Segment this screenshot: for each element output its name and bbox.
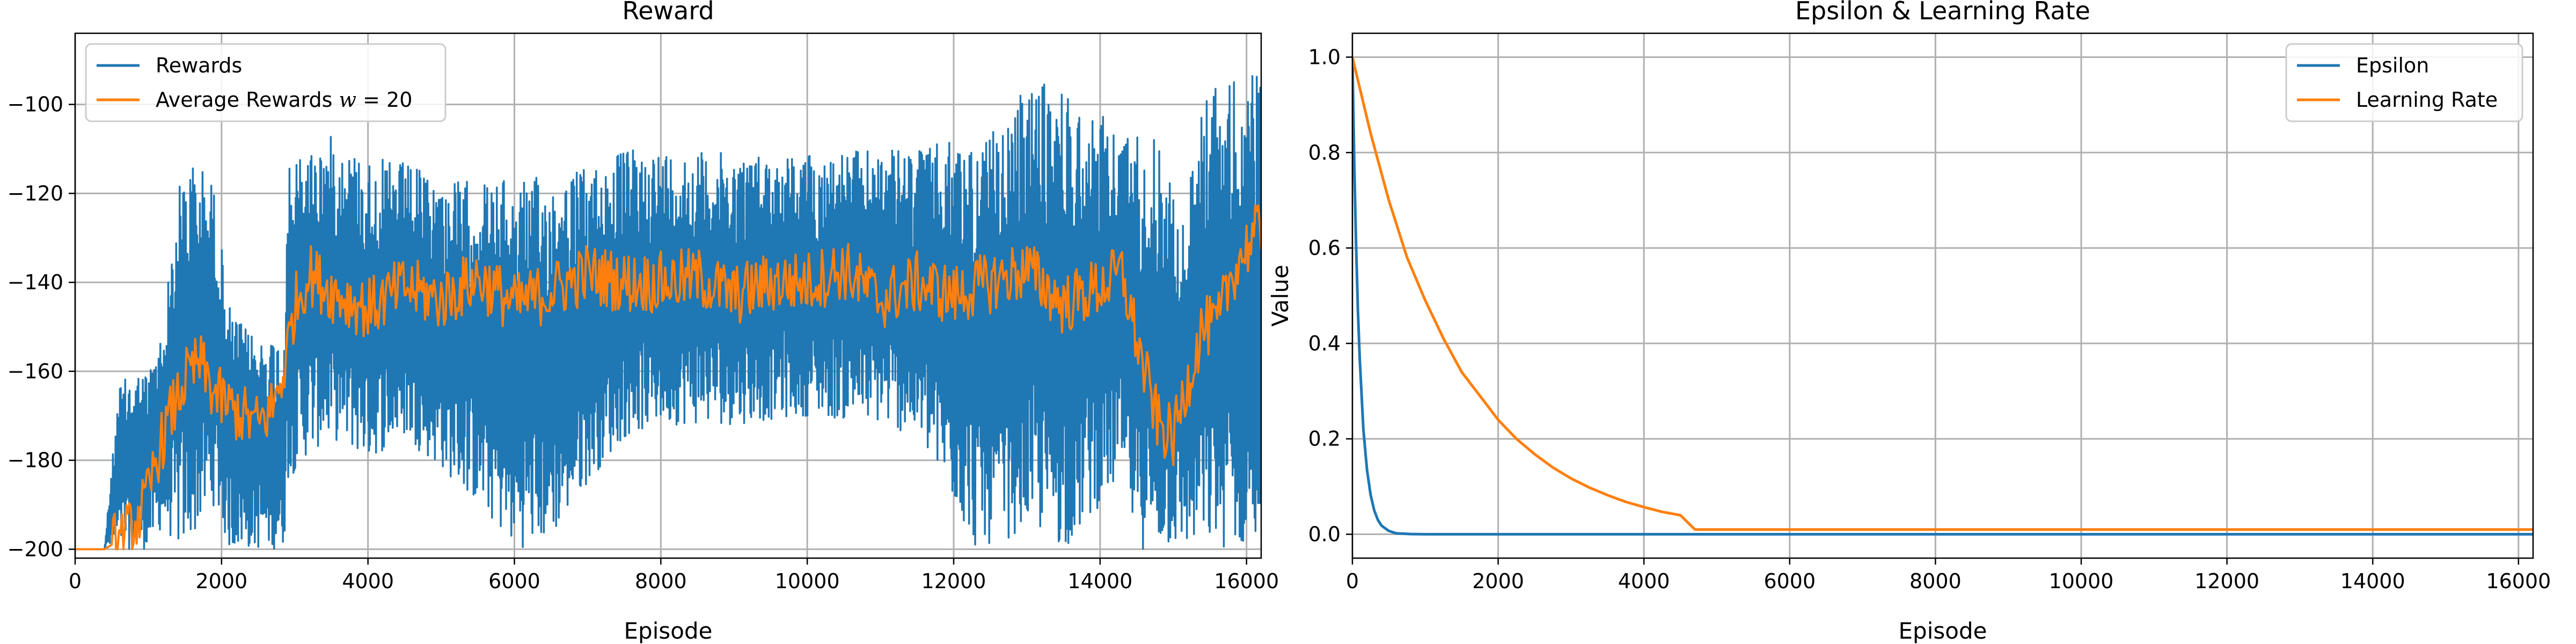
y-tick-label: −100 — [8, 93, 63, 116]
y-tick-label: 0.4 — [1308, 332, 1341, 355]
x-tick-label: 6000 — [1763, 569, 1816, 593]
x-tick-label: 16000 — [2486, 569, 2551, 593]
x-tick-label: 2000 — [195, 569, 247, 593]
y-tick-label: 1.0 — [1308, 45, 1341, 69]
x-tick-label: 16000 — [1214, 569, 1279, 593]
legend: Epsilon Learning Rate — [2285, 43, 2523, 122]
y-tick-label: −140 — [8, 270, 63, 294]
x-tick-label: 14000 — [2340, 569, 2405, 593]
y-tick-label: 0.8 — [1308, 141, 1341, 164]
x-axis-label: Episode — [1899, 618, 1987, 644]
x-tick-label: 8000 — [635, 569, 687, 593]
series-line-2 — [75, 204, 1261, 551]
chart-1: 0 2000 4000 6000 8000 10000 12000 14000 16000 −20… — [8, 0, 1279, 644]
x-tick-label: 8000 — [1909, 569, 1962, 593]
axes-frame — [74, 32, 1262, 559]
legend-label: Learning Rate — [2356, 88, 2498, 112]
y-tick-label: 0.2 — [1308, 427, 1341, 451]
y-tick-label: 0.0 — [1308, 523, 1341, 546]
x-tick-label: 0 — [69, 569, 82, 593]
legend: Rewards Average Rewards w = 20 — [85, 43, 447, 122]
chart-title: Reward — [622, 0, 714, 25]
y-tick-label: −200 — [8, 537, 63, 561]
chart-2: 0 2000 4000 6000 8000 10000 12000 14000 16000 0.0… — [1267, 0, 2551, 644]
plot-area — [1352, 56, 2533, 536]
legend-box — [2285, 43, 2523, 122]
x-tick-label: 4000 — [1618, 569, 1670, 593]
y-tick-label: 0.6 — [1308, 236, 1341, 260]
x-axis-label: Episode — [624, 618, 713, 644]
y-tick-label: −160 — [8, 360, 63, 383]
legend-label: Average Rewards w = 20 — [156, 88, 412, 112]
x-tick-label: 10000 — [2049, 569, 2114, 593]
series-line-1 — [75, 75, 1261, 551]
x-tick-label: 12000 — [921, 569, 986, 593]
y-tick-label: −120 — [8, 181, 63, 205]
chart-title: Epsilon & Learning Rate — [1795, 0, 2090, 25]
y-axis-label: Value — [1267, 265, 1293, 326]
legend-box — [85, 43, 447, 122]
x-tick-label: 10000 — [775, 569, 840, 593]
legend-label: Rewards — [156, 54, 242, 77]
series-line-1 — [1352, 57, 2533, 536]
x-tick-label: 0 — [1346, 569, 1359, 593]
axes-frame — [1351, 32, 2534, 559]
x-tick-label: 2000 — [1472, 569, 1524, 593]
x-tick-label: 4000 — [342, 569, 394, 593]
series-line-2 — [1352, 56, 2533, 531]
plot-area — [75, 75, 1261, 551]
x-tick-label: 6000 — [488, 569, 540, 593]
x-tick-label: 12000 — [2194, 569, 2259, 593]
y-tick-label: −180 — [8, 449, 63, 472]
x-tick-label: 14000 — [1067, 569, 1132, 593]
legend-label: Epsilon — [2356, 54, 2429, 77]
